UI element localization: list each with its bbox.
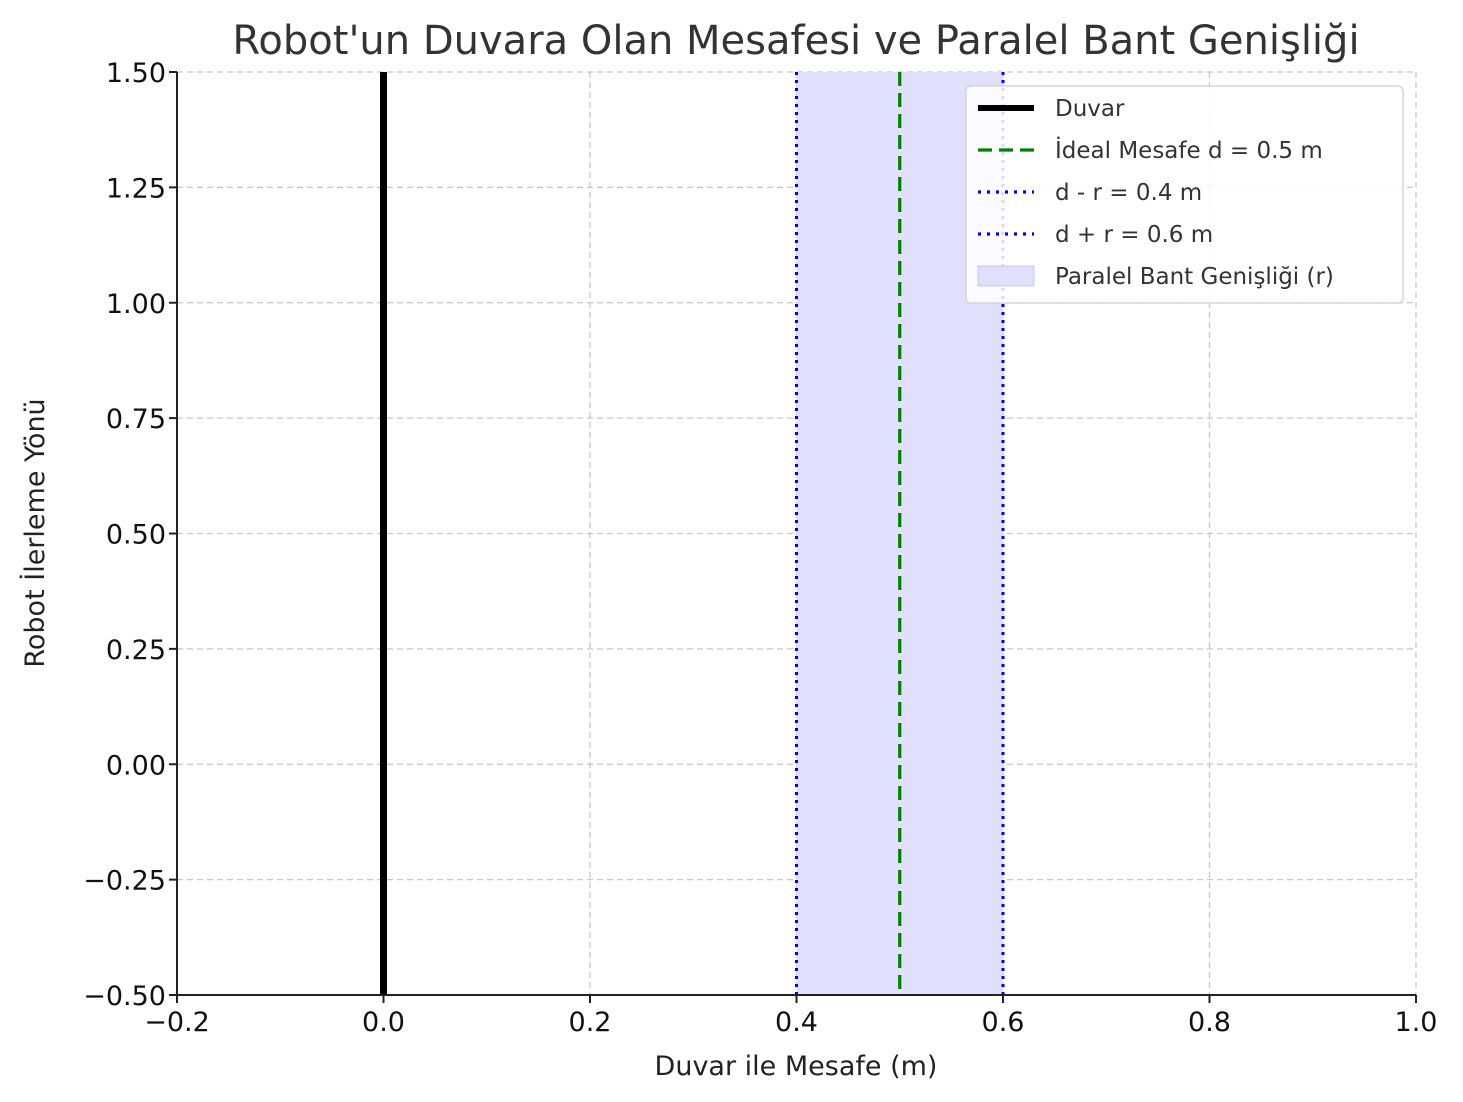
legend-label-4: Paralel Bant Genişliği (r) <box>1055 264 1334 290</box>
x-tick-label-0: −0.2 <box>144 1007 210 1038</box>
x-axis-label: Duvar ile Mesafe (m) <box>655 1051 938 1082</box>
chart-title: Robot'un Duvara Olan Mesafesi ve Paralel… <box>232 18 1359 64</box>
y-tick-label-5: 0.75 <box>106 404 166 435</box>
x-tick-label-3: 0.4 <box>775 1007 818 1038</box>
legend: Duvar İdeal Mesafe d = 0.5 m d - r = 0.4 m… <box>965 85 1404 304</box>
x-axis-ticks: −0.2 0.0 0.2 0.4 0.6 0.8 1.0 <box>144 995 1437 1038</box>
legend-label-1: İdeal Mesafe d = 0.5 m <box>1055 136 1323 164</box>
legend-label-0: Duvar <box>1055 96 1125 122</box>
y-axis-label: Robot İlerleme Yönü <box>19 398 51 667</box>
x-tick-label-6: 1.0 <box>1395 1007 1438 1038</box>
y-tick-label-2: 0.00 <box>106 750 166 781</box>
legend-box <box>965 85 1404 304</box>
y-tick-label-6: 1.00 <box>106 289 166 320</box>
y-tick-label-0: −0.50 <box>83 981 166 1012</box>
x-tick-label-1: 0.0 <box>362 1007 405 1038</box>
y-tick-label-7: 1.25 <box>106 173 166 204</box>
y-tick-label-1: −0.25 <box>83 866 166 897</box>
legend-label-3: d + r = 0.6 m <box>1055 222 1213 248</box>
y-axis-ticks: −0.50 −0.25 0.00 0.25 0.50 0.75 1.00 1.25 1.50 <box>83 58 177 1012</box>
y-tick-label-4: 0.50 <box>106 520 166 551</box>
y-tick-label-3: 0.25 <box>106 635 166 666</box>
x-tick-label-2: 0.2 <box>569 1007 612 1038</box>
legend-swatch-4 <box>977 265 1035 287</box>
y-tick-label-8: 1.50 <box>106 58 166 89</box>
legend-label-2: d - r = 0.4 m <box>1055 180 1202 206</box>
x-tick-label-4: 0.6 <box>982 1007 1025 1038</box>
x-tick-label-5: 0.8 <box>1188 1007 1231 1038</box>
